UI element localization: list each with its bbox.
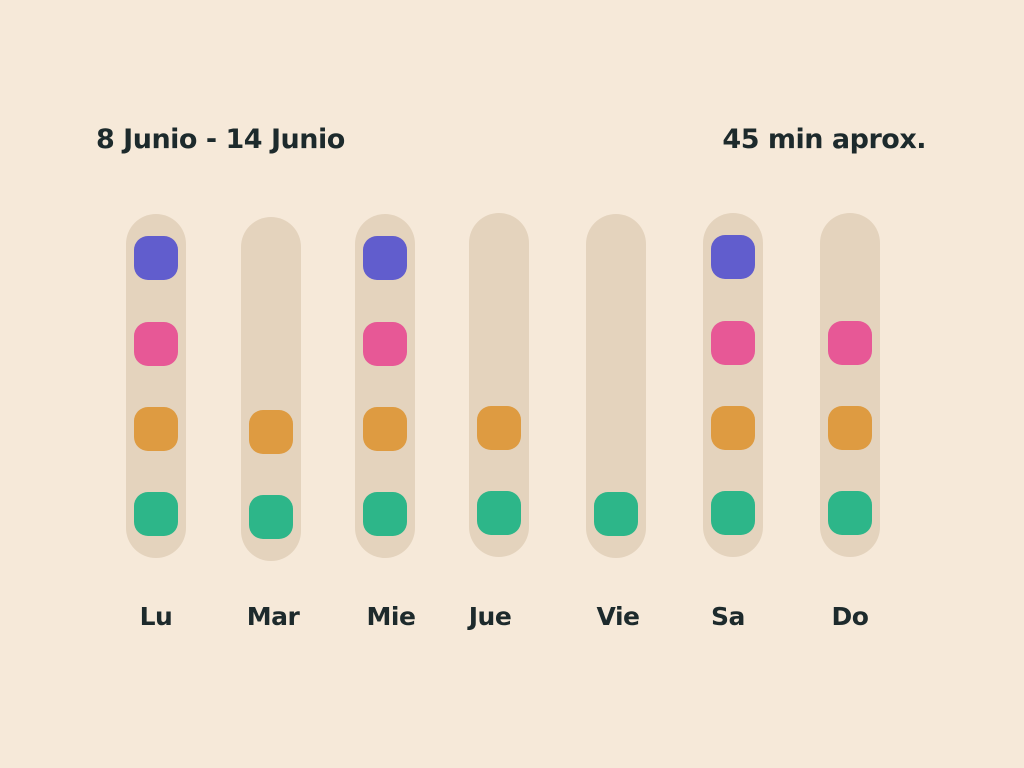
day-column-vie[interactable]	[586, 214, 646, 558]
activity-dot-pink[interactable]	[134, 322, 178, 366]
day-label-lu: Lu	[139, 602, 173, 631]
activity-dot-orange[interactable]	[363, 407, 407, 451]
activity-dot-green[interactable]	[249, 495, 293, 539]
activity-dot-pink[interactable]	[711, 321, 755, 365]
day-label-mie: Mie	[366, 602, 416, 631]
activity-dot-orange[interactable]	[711, 406, 755, 450]
activity-dot-green[interactable]	[363, 492, 407, 536]
day-column-jue[interactable]	[469, 213, 529, 557]
day-column-lu[interactable]	[126, 214, 186, 558]
day-label-jue: Jue	[468, 602, 512, 631]
day-column-sa[interactable]	[703, 213, 763, 557]
duration-estimate: 45 min aprox.	[722, 124, 926, 155]
activity-dot-orange[interactable]	[249, 410, 293, 454]
activity-dot-purple[interactable]	[363, 236, 407, 280]
day-column-do[interactable]	[820, 213, 880, 557]
activity-dot-orange[interactable]	[134, 407, 178, 451]
activity-dot-purple[interactable]	[711, 235, 755, 279]
activity-dot-green[interactable]	[134, 492, 178, 536]
day-label-sa: Sa	[711, 602, 745, 631]
activity-dot-green[interactable]	[828, 491, 872, 535]
activity-dot-orange[interactable]	[477, 406, 521, 450]
day-label-mar: Mar	[246, 602, 300, 631]
activity-dot-pink[interactable]	[828, 321, 872, 365]
date-range: 8 Junio - 14 Junio	[96, 124, 345, 155]
activity-dot-pink[interactable]	[363, 322, 407, 366]
day-column-mar[interactable]	[241, 217, 301, 561]
activity-dot-purple[interactable]	[134, 236, 178, 280]
activity-dot-green[interactable]	[594, 492, 638, 536]
activity-dot-green[interactable]	[711, 491, 755, 535]
activity-dot-orange[interactable]	[828, 406, 872, 450]
day-label-vie: Vie	[596, 602, 640, 631]
day-label-do: Do	[831, 602, 869, 631]
activity-dot-green[interactable]	[477, 491, 521, 535]
day-column-mie[interactable]	[355, 214, 415, 558]
